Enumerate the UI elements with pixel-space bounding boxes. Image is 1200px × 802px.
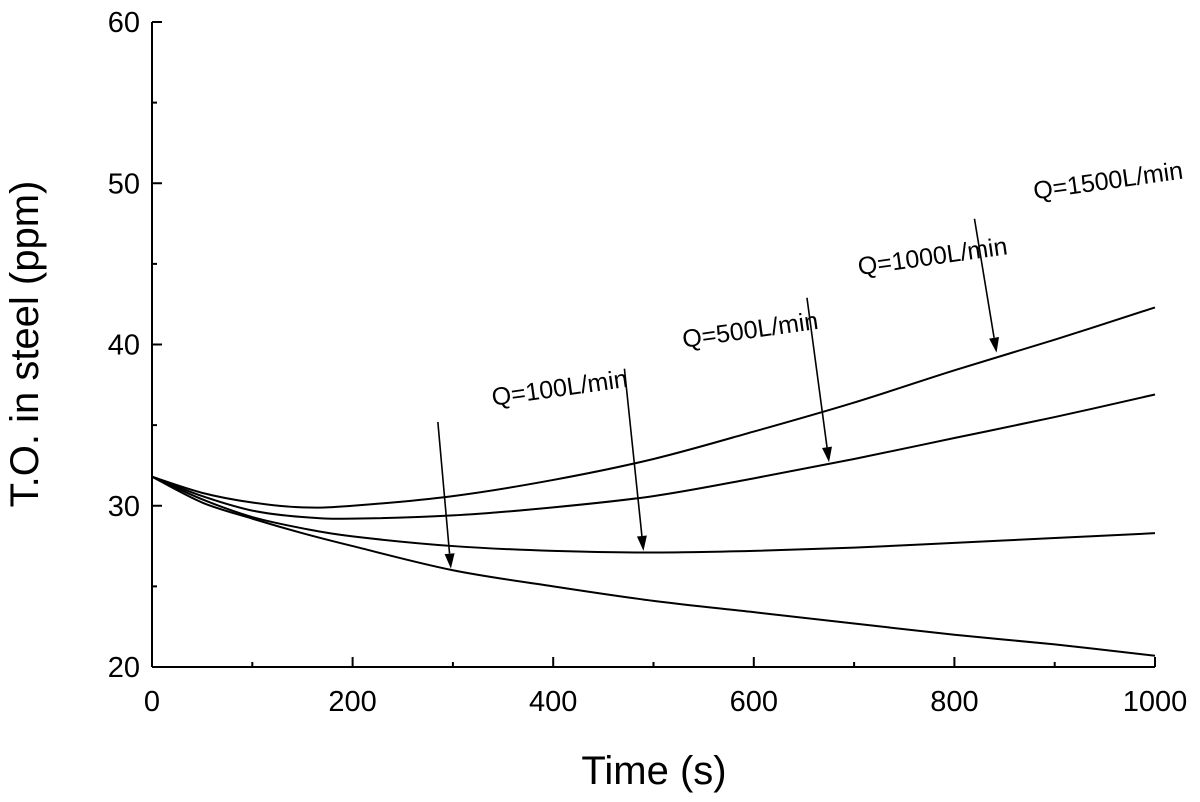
annotation-arrow-0	[437, 421, 451, 554]
x-axis-title: Time (s)	[581, 749, 726, 793]
x-tick-label: 1000	[1123, 686, 1188, 718]
x-tick-label: 200	[328, 686, 376, 718]
y-tick-label: 50	[108, 168, 140, 200]
axis-ticks: 0 200 400 600 800 1000 20 30 40 50 60	[108, 7, 1188, 718]
annotation-label-1: Q=500L/min	[681, 307, 820, 354]
series-line-0	[151, 475, 1156, 657]
annotation-label-3: Q=1500L/min	[1032, 157, 1185, 206]
annotation-arrowhead-1	[636, 535, 647, 551]
annotation-arrow-2	[806, 297, 828, 448]
annotation-arrowhead-3	[989, 336, 1000, 353]
x-tick-label: 600	[730, 686, 778, 718]
x-tick-label: 800	[930, 686, 978, 718]
annotation-label-0: Q=100L/min	[490, 365, 629, 412]
y-tick-label: 60	[108, 7, 140, 39]
series-line-3	[151, 306, 1156, 509]
y-axis-title: T.O. in steel (ppm)	[3, 181, 47, 508]
series-group	[151, 306, 1156, 657]
y-tick-label: 30	[108, 491, 140, 523]
y-tick-label: 40	[108, 330, 140, 362]
x-tick-label: 400	[529, 686, 577, 718]
annotation-arrowhead-0	[444, 553, 455, 569]
annotation-arrow-1	[623, 368, 643, 537]
annotation-label-2: Q=1000L/min	[856, 232, 1009, 281]
series-line-2	[151, 393, 1156, 520]
series-line-1	[151, 475, 1156, 554]
axes-frame	[151, 22, 1155, 668]
annotation-arrowhead-2	[822, 446, 832, 463]
x-tick-label: 0	[144, 686, 160, 718]
y-tick-label: 20	[108, 652, 140, 684]
annotation-arrow-3	[973, 218, 995, 338]
